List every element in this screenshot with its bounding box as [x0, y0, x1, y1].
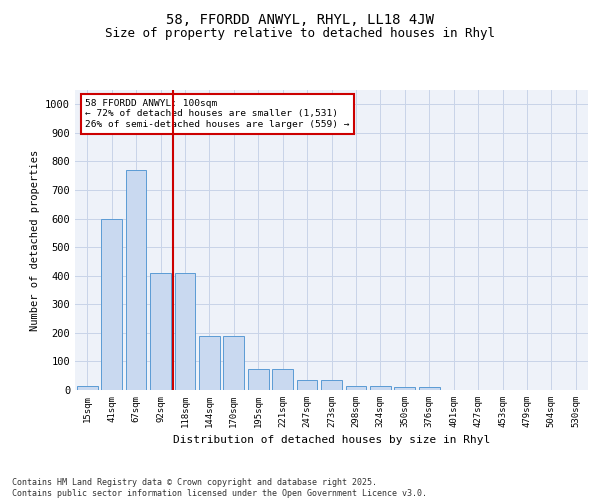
Text: 58 FFORDD ANWYL: 100sqm
← 72% of detached houses are smaller (1,531)
26% of semi: 58 FFORDD ANWYL: 100sqm ← 72% of detache… — [85, 99, 350, 129]
Bar — [223, 336, 244, 390]
Bar — [419, 387, 440, 390]
Bar — [101, 218, 122, 390]
Bar — [296, 380, 317, 390]
Bar — [175, 273, 196, 390]
Bar — [394, 387, 415, 390]
Text: Size of property relative to detached houses in Rhyl: Size of property relative to detached ho… — [105, 28, 495, 40]
X-axis label: Distribution of detached houses by size in Rhyl: Distribution of detached houses by size … — [173, 436, 490, 446]
Text: Contains HM Land Registry data © Crown copyright and database right 2025.
Contai: Contains HM Land Registry data © Crown c… — [12, 478, 427, 498]
Bar — [77, 386, 98, 390]
Bar — [125, 170, 146, 390]
Bar — [199, 336, 220, 390]
Bar — [272, 368, 293, 390]
Bar — [370, 386, 391, 390]
Bar — [346, 386, 367, 390]
Text: 58, FFORDD ANWYL, RHYL, LL18 4JW: 58, FFORDD ANWYL, RHYL, LL18 4JW — [166, 12, 434, 26]
Bar — [150, 273, 171, 390]
Bar — [248, 368, 269, 390]
Y-axis label: Number of detached properties: Number of detached properties — [29, 150, 40, 330]
Bar — [321, 380, 342, 390]
